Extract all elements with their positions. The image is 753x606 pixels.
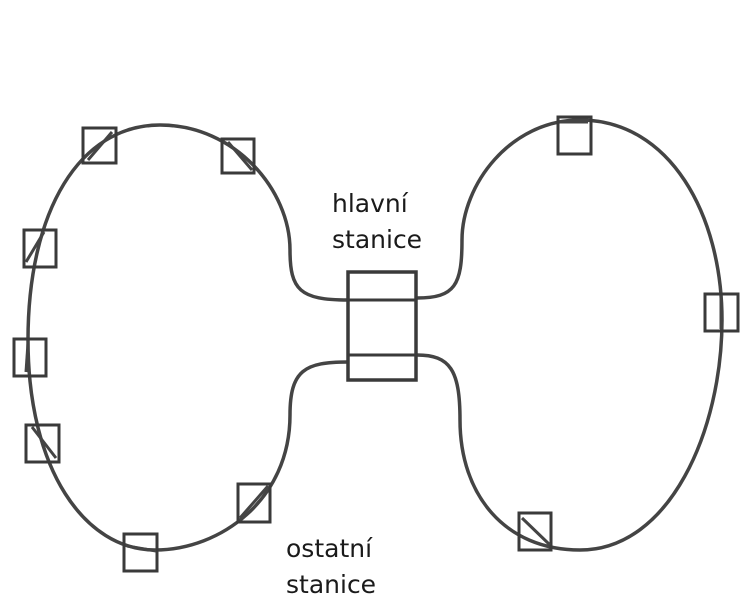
station-node (12, 337, 48, 378)
station-node (22, 228, 58, 269)
station-node (517, 511, 553, 552)
station-node (122, 532, 159, 573)
other-stations-label-line2: stanice (286, 570, 377, 599)
main-station-label: hlavní stanice (332, 186, 422, 258)
right-ring-cable (416, 118, 724, 552)
other-stations-label-line1: ostatní (286, 534, 373, 563)
main-station-box (346, 270, 418, 382)
station-node (24, 423, 61, 464)
station-cable-overlays (24, 120, 723, 553)
station-node (236, 482, 272, 524)
main-station-label-line1: hlavní (332, 189, 408, 218)
station-node (220, 137, 256, 175)
right-ring-stations (517, 115, 740, 552)
other-stations-label: ostatní stanice (286, 531, 376, 603)
station-node (556, 115, 593, 156)
main-station-label-line2: stanice (332, 225, 423, 254)
left-ring-stations (12, 126, 272, 573)
station-node (81, 126, 118, 165)
left-ring-cable (26, 123, 349, 552)
main-station (346, 270, 418, 382)
station-node (703, 292, 740, 333)
